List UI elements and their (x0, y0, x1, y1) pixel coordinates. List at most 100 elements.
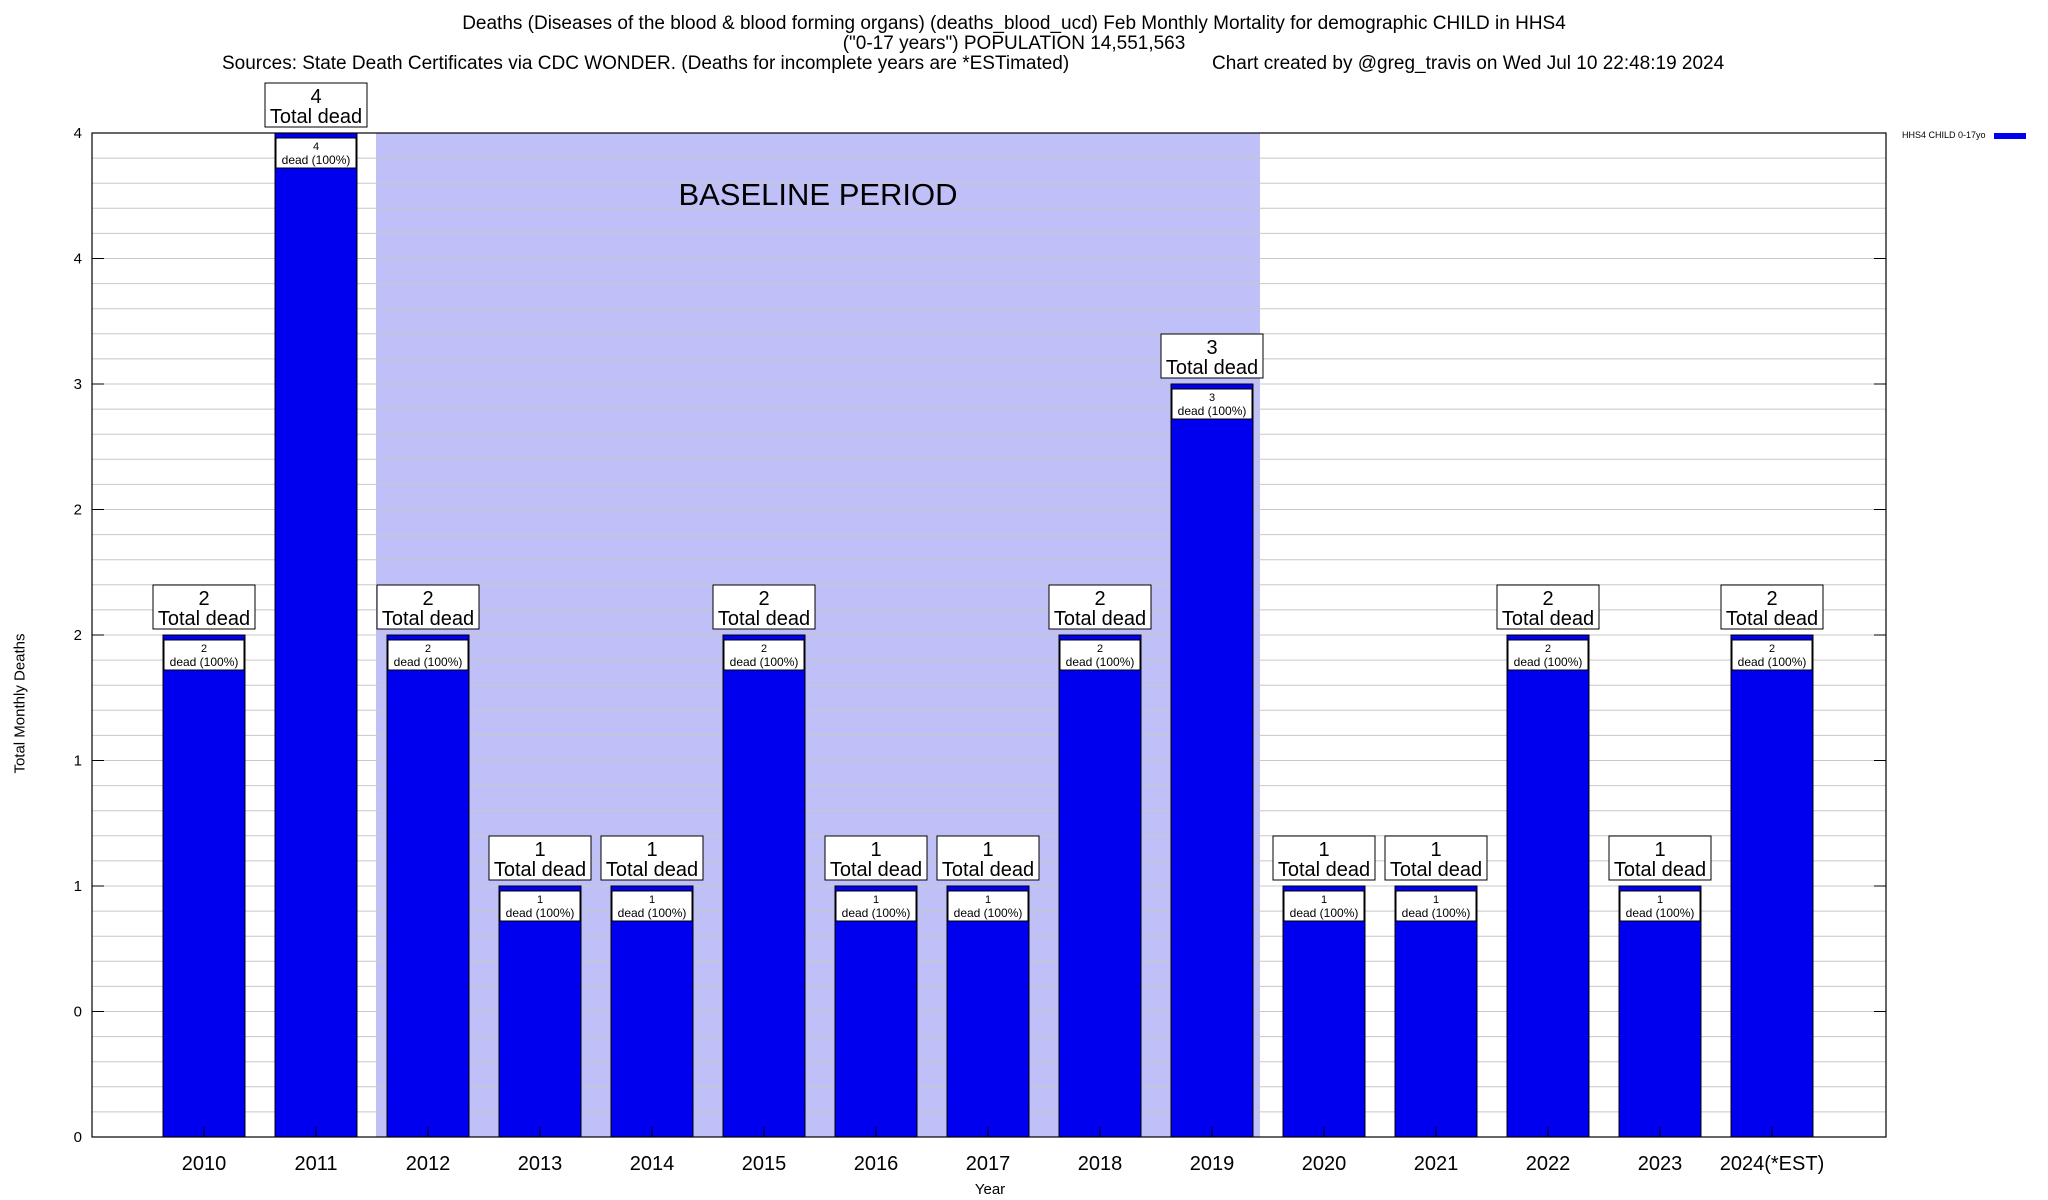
bar (722, 634, 806, 1138)
bar-total-label-value: 3 (1206, 337, 1217, 359)
bar-inner-label-box (1171, 388, 1253, 420)
y-tick-label: 0 (74, 1129, 82, 1146)
bar (498, 885, 582, 1138)
legend-label: HHS4 CHILD 0-17yo (1902, 130, 1986, 140)
bar-inner-label-text: dead (100%) (730, 655, 799, 669)
bar-total-label-text: Total dead (382, 608, 474, 630)
x-tick-label: 2020 (1302, 1153, 1347, 1175)
bar-inner-label-box (1507, 639, 1589, 671)
bar-inner-label-text: dead (100%) (1402, 906, 1471, 920)
bar-inner-label-box (1619, 890, 1701, 922)
bar-inner-label-box (275, 137, 357, 169)
bar-total-label-text: Total dead (494, 859, 586, 881)
bar-total-label-text: Total dead (1054, 608, 1146, 630)
bar-inner-label-text: dead (100%) (1626, 906, 1695, 920)
y-tick-label: 1 (74, 878, 82, 895)
bar-total-label-value: 2 (1542, 588, 1553, 610)
bar-inner-label-value: 2 (1097, 643, 1103, 655)
bar-total-label-value: 1 (1318, 839, 1329, 861)
bar (834, 885, 918, 1138)
bar-total-label-value: 2 (1094, 588, 1105, 610)
bar-total-label-box (264, 82, 368, 128)
bar-inner-label-text: dead (100%) (954, 906, 1023, 920)
bar-total-label-box (1384, 835, 1488, 881)
bar (274, 132, 358, 1138)
bar-total-label-text: Total dead (718, 608, 810, 630)
x-tick-label: 2016 (854, 1153, 899, 1175)
bar-total-label-text: Total dead (830, 859, 922, 881)
x-tick-label: 2023 (1638, 1153, 1683, 1175)
bar-total-label-text: Total dead (158, 608, 250, 630)
bar-total-label-value: 2 (1766, 588, 1777, 610)
bar-inner-label-value: 1 (649, 894, 655, 906)
bar-inner-label-text: dead (100%) (394, 655, 463, 669)
bar-inner-label-box (723, 639, 805, 671)
bar-inner-label-box (611, 890, 693, 922)
bar-total-label-box (1720, 584, 1824, 630)
bar-inner-label-text: dead (100%) (1514, 655, 1583, 669)
chart-title: Deaths (Diseases of the blood & blood fo… (462, 13, 1566, 34)
x-tick-label: 2021 (1414, 1153, 1459, 1175)
bar (1730, 634, 1814, 1138)
bar-inner-label-value: 1 (1321, 894, 1327, 906)
bar-total-label-text: Total dead (1726, 608, 1818, 630)
y-tick-label: 3 (74, 376, 82, 393)
bar (610, 885, 694, 1138)
y-tick-label: 1 (74, 753, 82, 770)
bar-total-label-value: 2 (422, 588, 433, 610)
chart-credit: Chart created by @greg_travis on Wed Jul… (1212, 53, 1725, 74)
bar-inner-label-text: dead (100%) (842, 906, 911, 920)
y-axis-label: Total Monthly Deaths (11, 633, 29, 774)
chart-subtitle: ("0-17 years") POPULATION 14,551,563 (842, 33, 1186, 54)
bar-total-label-value: 1 (646, 839, 657, 861)
bar (1282, 885, 1366, 1138)
bar-inner-label-box (163, 639, 245, 671)
x-tick-label: 2015 (742, 1153, 787, 1175)
bar-total-label-value: 1 (1430, 839, 1441, 861)
x-tick-label: 2010 (182, 1153, 227, 1175)
bar-total-label-value: 1 (982, 839, 993, 861)
bar-inner-label-value: 2 (425, 643, 431, 655)
y-tick-label: 2 (74, 627, 82, 644)
bar-inner-label-box (1395, 890, 1477, 922)
bar-inner-label-value: 4 (313, 141, 319, 153)
bar-total-label-value: 2 (198, 588, 209, 610)
bar-total-label-text: Total dead (606, 859, 698, 881)
bar-inner-label-value: 2 (761, 643, 767, 655)
bar-inner-label-value: 1 (873, 894, 879, 906)
y-tick-label: 4 (74, 251, 82, 268)
x-tick-label: 2012 (406, 1153, 451, 1175)
bar-total-label-value: 2 (758, 588, 769, 610)
bar-total-label-box (1272, 835, 1376, 881)
bar-total-label-text: Total dead (942, 859, 1034, 881)
bar (1170, 383, 1254, 1138)
bar-inner-label-text: dead (100%) (1738, 655, 1807, 669)
bar-inner-label-value: 2 (1769, 643, 1775, 655)
bar-total-label-box (488, 835, 592, 881)
y-tick-label: 2 (74, 502, 82, 519)
x-tick-label: 2017 (966, 1153, 1011, 1175)
bar (162, 634, 246, 1138)
bar-total-label-value: 1 (870, 839, 881, 861)
bar-total-label-box (376, 584, 480, 630)
bar-inner-label-text: dead (100%) (1178, 404, 1247, 418)
bar-total-label-box (1496, 584, 1600, 630)
bar-total-label-box (1160, 333, 1264, 379)
bar-inner-label-value: 2 (1545, 643, 1551, 655)
x-axis-label: Year (974, 1181, 1006, 1198)
plot-frame (91, 132, 1887, 1138)
bar (1058, 634, 1142, 1138)
bar (1506, 634, 1590, 1138)
bar-inner-label-box (947, 890, 1029, 922)
bar-total-label-box (824, 835, 928, 881)
x-tick-label: 2019 (1190, 1153, 1235, 1175)
bar (946, 885, 1030, 1138)
bar-inner-label-value: 1 (985, 894, 991, 906)
y-tick-label: 0 (74, 1004, 82, 1021)
bar-inner-label-value: 3 (1209, 392, 1215, 404)
bar-inner-label-box (387, 639, 469, 671)
bar-inner-label-value: 1 (1433, 894, 1439, 906)
bar-total-label-text: Total dead (270, 106, 362, 128)
bar-total-label-value: 4 (310, 86, 321, 108)
legend-swatch (1993, 132, 2026, 139)
